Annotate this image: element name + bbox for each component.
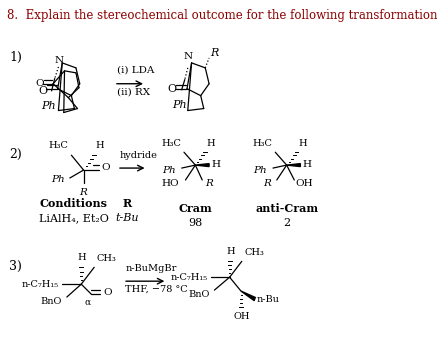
Text: CH₃: CH₃ xyxy=(244,248,264,257)
Text: n-C₇H₁₅: n-C₇H₁₅ xyxy=(170,273,208,282)
Text: R: R xyxy=(211,48,219,58)
Text: HO: HO xyxy=(162,179,180,189)
Text: O: O xyxy=(103,288,112,296)
Text: (i) LDA: (i) LDA xyxy=(117,66,154,75)
Text: R: R xyxy=(80,188,87,197)
Text: Ph: Ph xyxy=(162,165,176,175)
Text: (ii) RX: (ii) RX xyxy=(117,88,150,97)
Text: α: α xyxy=(84,297,90,306)
Text: n-Bu: n-Bu xyxy=(257,295,280,304)
Text: Ph: Ph xyxy=(172,99,187,110)
Text: H: H xyxy=(78,253,87,262)
Text: BnO: BnO xyxy=(41,296,62,306)
Text: H: H xyxy=(207,139,215,148)
Text: Cram: Cram xyxy=(178,203,212,214)
Text: hydride: hydride xyxy=(119,151,157,160)
Text: 2): 2) xyxy=(9,148,22,161)
Text: LiAlH₄, Et₂O: LiAlH₄, Et₂O xyxy=(39,213,109,223)
Polygon shape xyxy=(287,164,300,166)
Text: H₃C: H₃C xyxy=(161,139,181,148)
Text: R: R xyxy=(264,179,271,189)
Text: anti-Cram: anti-Cram xyxy=(255,203,318,214)
Text: H₃C: H₃C xyxy=(252,139,272,148)
Text: 98: 98 xyxy=(188,218,202,228)
Text: O: O xyxy=(35,79,44,88)
Polygon shape xyxy=(241,291,255,301)
Text: N: N xyxy=(184,53,193,61)
Text: H₃C: H₃C xyxy=(49,141,68,150)
Text: O: O xyxy=(167,84,177,94)
Text: OH: OH xyxy=(296,179,313,189)
Text: 8.  Explain the stereochemical outcome for the following transformation.: 8. Explain the stereochemical outcome fo… xyxy=(7,9,437,22)
Text: BnO: BnO xyxy=(188,290,210,299)
Text: THF, −78 °C: THF, −78 °C xyxy=(125,285,188,294)
Text: H: H xyxy=(96,141,104,150)
Text: n-C₇H₁₅: n-C₇H₁₅ xyxy=(22,280,59,289)
Text: H: H xyxy=(303,160,312,169)
Text: H: H xyxy=(298,139,307,148)
Text: CH₃: CH₃ xyxy=(97,254,116,263)
Text: O: O xyxy=(101,163,110,171)
Text: R: R xyxy=(122,198,132,209)
Text: H: H xyxy=(226,247,235,256)
Text: n-BuMgBr: n-BuMgBr xyxy=(125,264,177,273)
Polygon shape xyxy=(195,164,209,166)
Text: Ph: Ph xyxy=(41,100,56,110)
Text: H: H xyxy=(212,160,220,169)
Text: 2: 2 xyxy=(283,218,290,228)
Text: R: R xyxy=(205,179,213,189)
Text: O: O xyxy=(38,86,47,96)
Text: N: N xyxy=(55,56,64,65)
Text: 3): 3) xyxy=(9,260,22,273)
Text: Ph: Ph xyxy=(51,175,65,185)
Text: t-Bu: t-Bu xyxy=(115,213,139,223)
Text: OH: OH xyxy=(233,312,250,321)
Text: Conditions: Conditions xyxy=(40,198,108,209)
Text: Ph: Ph xyxy=(253,165,267,175)
Text: 1): 1) xyxy=(9,51,22,64)
